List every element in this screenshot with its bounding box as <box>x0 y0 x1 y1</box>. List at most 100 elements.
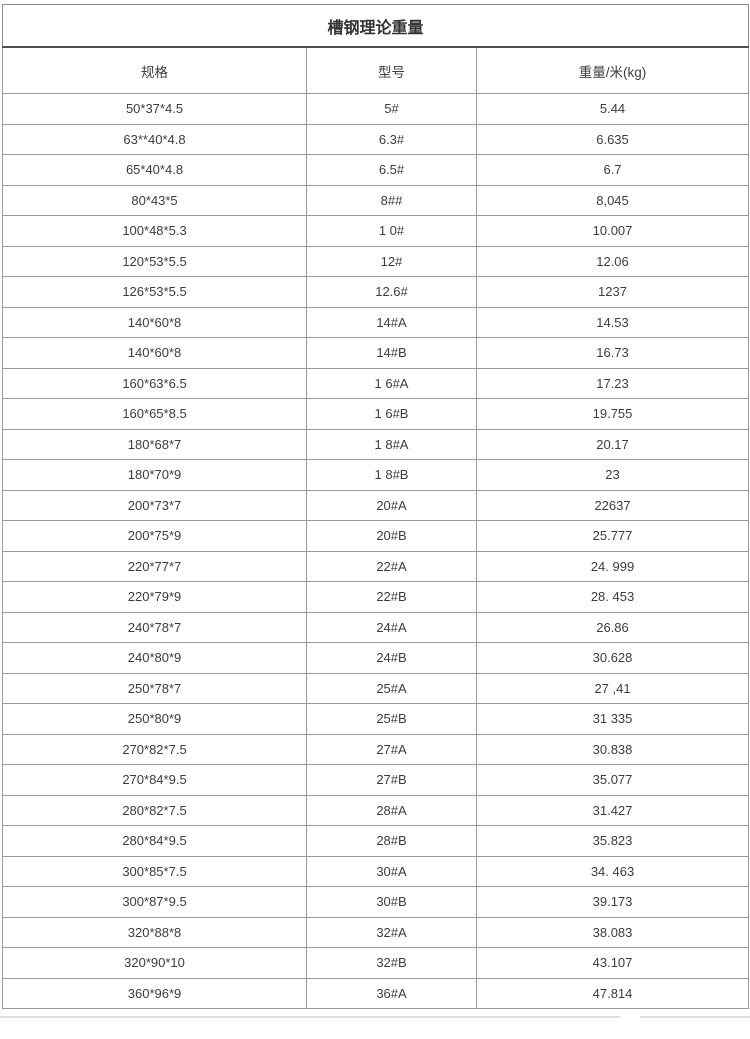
header-model: 型号 <box>306 46 477 94</box>
table-row: 160*63*6.5 1 6#A 17.23 <box>2 367 750 399</box>
model-cell: 1 6#A <box>306 367 477 399</box>
weight-cell: 30.838 <box>475 733 750 765</box>
model-cell: 1 0# <box>306 215 477 247</box>
model-cell: 32#A <box>306 916 477 948</box>
spec-cell: 250*80*9 <box>2 703 307 735</box>
weight-cell: 39.173 <box>475 886 750 918</box>
weight-cell: 28. 453 <box>475 581 750 613</box>
page-bottom-divider <box>640 1016 750 1018</box>
spec-cell: 100*48*5.3 <box>2 215 307 247</box>
table-row: 126*53*5.5 12.6# 1237 <box>2 276 750 308</box>
table-row: 220*77*7 22#A 24. 999 <box>2 550 750 582</box>
table-body: 50*37*4.5 5# 5.44 63**40*4.8 6.3# 6.635 65*40*… <box>2 93 750 1009</box>
spec-cell: 140*60*8 <box>2 306 307 338</box>
model-cell: 20#A <box>306 489 477 521</box>
table-row: 140*60*8 14#A 14.53 <box>2 306 750 338</box>
model-cell: 1 8#B <box>306 459 477 491</box>
model-cell: 36#A <box>306 977 477 1009</box>
table-head: 槽钢理论重量 规格 型号 重量/米(kg) <box>1 4 750 94</box>
model-cell: 27#B <box>306 764 477 796</box>
weight-cell: 35.823 <box>475 825 750 857</box>
spec-cell: 270*82*7.5 <box>2 733 307 765</box>
model-cell: 30#A <box>306 855 477 887</box>
model-cell: 32#B <box>306 947 477 979</box>
table-row: 200*75*9 20#B 25.777 <box>2 520 750 552</box>
table-title-row: 槽钢理论重量 <box>1 4 750 48</box>
table-row: 160*65*8.5 1 6#B 19.755 <box>2 398 750 430</box>
weight-cell: 38.083 <box>475 916 750 948</box>
weight-cell: 23 <box>475 459 750 491</box>
weight-cell: 24. 999 <box>475 550 750 582</box>
table-row: 360*96*9 36#A 47.814 <box>2 977 750 1009</box>
spec-cell: 240*78*7 <box>2 611 307 643</box>
weight-cell: 27 ,41 <box>475 672 750 704</box>
model-cell: 22#B <box>306 581 477 613</box>
table-row: 240*80*9 24#B 30.628 <box>2 642 750 674</box>
spec-cell: 65*40*4.8 <box>2 154 307 186</box>
model-cell: 24#B <box>306 642 477 674</box>
spec-cell: 50*37*4.5 <box>2 93 307 125</box>
table-row: 270*82*7.5 27#A 30.838 <box>2 733 750 765</box>
table-row: 180*68*7 1 8#A 20.17 <box>2 428 750 460</box>
weight-cell: 12.06 <box>475 245 750 277</box>
model-cell: 6.5# <box>306 154 477 186</box>
weight-cell: 34. 463 <box>475 855 750 887</box>
weight-cell: 16.73 <box>475 337 750 369</box>
weight-cell: 31.427 <box>475 794 750 826</box>
spec-cell: 140*60*8 <box>2 337 307 369</box>
header-spec: 规格 <box>2 46 307 94</box>
spec-cell: 220*79*9 <box>2 581 307 613</box>
model-cell: 28#B <box>306 825 477 857</box>
model-cell: 28#A <box>306 794 477 826</box>
table-title: 槽钢理论重量 <box>1 4 750 48</box>
spec-cell: 270*84*9.5 <box>2 764 307 796</box>
table-row: 250*78*7 25#A 27 ,41 <box>2 672 750 704</box>
table-row: 280*84*9.5 28#B 35.823 <box>2 825 750 857</box>
model-cell: 20#B <box>306 520 477 552</box>
table-row: 65*40*4.8 6.5# 6.7 <box>2 154 750 186</box>
weight-cell: 1237 <box>475 276 750 308</box>
model-cell: 6.3# <box>306 123 477 155</box>
table-row: 200*73*7 20#A 22637 <box>2 489 750 521</box>
weight-cell: 26.86 <box>475 611 750 643</box>
weight-cell: 8,045 <box>475 184 750 216</box>
weight-cell: 17.23 <box>475 367 750 399</box>
weight-cell: 31 335 <box>475 703 750 735</box>
spec-cell: 126*53*5.5 <box>2 276 307 308</box>
weight-cell: 25.777 <box>475 520 750 552</box>
table-row: 140*60*8 14#B 16.73 <box>2 337 750 369</box>
table-row: 100*48*5.3 1 0# 10.007 <box>2 215 750 247</box>
table-row: 240*78*7 24#A 26.86 <box>2 611 750 643</box>
spec-cell: 300*87*9.5 <box>2 886 307 918</box>
table-row: 50*37*4.5 5# 5.44 <box>2 93 750 125</box>
weight-cell: 5.44 <box>475 93 750 125</box>
weight-cell: 43.107 <box>475 947 750 979</box>
spec-cell: 80*43*5 <box>2 184 307 216</box>
spec-cell: 63**40*4.8 <box>2 123 307 155</box>
weight-cell: 22637 <box>475 489 750 521</box>
weight-cell: 30.628 <box>475 642 750 674</box>
model-cell: 14#A <box>306 306 477 338</box>
spec-cell: 240*80*9 <box>2 642 307 674</box>
channel-steel-weight-table: 槽钢理论重量 规格 型号 重量/米(kg) 50*37*4.5 5# 5.44 63*… <box>1 4 750 1009</box>
weight-cell: 10.007 <box>475 215 750 247</box>
model-cell: 14#B <box>306 337 477 369</box>
model-cell: 24#A <box>306 611 477 643</box>
model-cell: 25#A <box>306 672 477 704</box>
weight-cell: 6.635 <box>475 123 750 155</box>
table-row: 63**40*4.8 6.3# 6.635 <box>2 123 750 155</box>
table-row: 320*88*8 32#A 38.083 <box>2 916 750 948</box>
table-row: 120*53*5.5 12# 12.06 <box>2 245 750 277</box>
table-row: 250*80*9 25#B 31 335 <box>2 703 750 735</box>
table-row: 80*43*5 8## 8,045 <box>2 184 750 216</box>
table-row: 320*90*10 32#B 43.107 <box>2 947 750 979</box>
spec-cell: 280*82*7.5 <box>2 794 307 826</box>
model-cell: 8## <box>306 184 477 216</box>
table-header-row: 规格 型号 重量/米(kg) <box>2 46 750 94</box>
model-cell: 1 8#A <box>306 428 477 460</box>
table-row: 280*82*7.5 28#A 31.427 <box>2 794 750 826</box>
table-row: 220*79*9 22#B 28. 453 <box>2 581 750 613</box>
model-cell: 25#B <box>306 703 477 735</box>
model-cell: 27#A <box>306 733 477 765</box>
weight-cell: 19.755 <box>475 398 750 430</box>
